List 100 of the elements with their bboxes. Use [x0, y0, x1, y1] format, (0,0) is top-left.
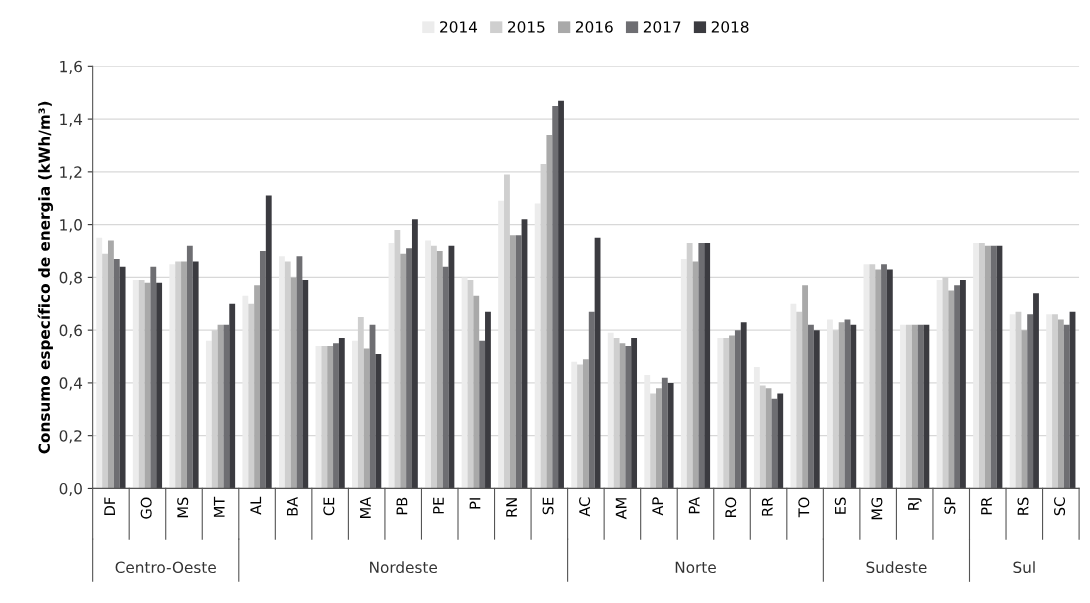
- bar: [771, 398, 778, 489]
- bar: [515, 235, 522, 489]
- bar: [375, 353, 382, 489]
- x-tick-label: RO: [725, 497, 737, 517]
- bar: [338, 338, 345, 489]
- bar: [175, 261, 182, 489]
- bar: [827, 319, 833, 489]
- bar: [302, 280, 309, 489]
- x-tick-label: RJ: [908, 498, 922, 510]
- bar: [1046, 314, 1053, 489]
- bar: [223, 324, 230, 489]
- x-tick-label: MA: [360, 496, 371, 518]
- bar: [680, 258, 687, 489]
- bar: [729, 335, 735, 489]
- bar: [473, 295, 480, 489]
- bar: [242, 295, 249, 489]
- bar: [150, 266, 157, 489]
- bar: [886, 269, 893, 489]
- bar: [411, 219, 418, 489]
- bar: [644, 374, 651, 489]
- bar: [327, 345, 334, 489]
- bar: [558, 100, 564, 489]
- x-tick-label: SP: [944, 497, 956, 514]
- bar: [923, 324, 930, 489]
- bar: [436, 251, 443, 489]
- text: Sul: [1013, 561, 1035, 574]
- bar: [229, 303, 236, 489]
- bar: [479, 340, 486, 489]
- bar: [284, 261, 291, 489]
- bar: [978, 243, 985, 489]
- bar: [546, 134, 553, 489]
- bar: [254, 285, 260, 489]
- x-tick-label: PB: [396, 497, 408, 515]
- y-tick-label: 1,0: [60, 219, 82, 233]
- bar: [813, 330, 820, 489]
- bar: [740, 322, 747, 489]
- x-tick-label: MG: [871, 497, 883, 520]
- bar: [363, 348, 370, 489]
- y-tick-label: 0,0: [59, 482, 82, 497]
- bar: [577, 364, 583, 489]
- bar: [753, 367, 760, 489]
- bar: [119, 266, 126, 489]
- bar: [650, 393, 657, 489]
- bar: [1027, 314, 1034, 489]
- bar: [802, 285, 809, 489]
- y-tick-label: 1,2: [60, 166, 82, 180]
- bar: [425, 240, 431, 489]
- bar: [394, 229, 401, 489]
- bar: [984, 245, 991, 489]
- bar: [973, 243, 979, 489]
- bar: [113, 258, 120, 489]
- y-tick-label: 0,6: [59, 324, 82, 338]
- x-tick-label: TO: [798, 497, 810, 518]
- bar: [1033, 293, 1039, 489]
- bar: [796, 311, 803, 489]
- x-tick-label: PA: [688, 496, 700, 514]
- x-tick-label: ES: [834, 497, 846, 514]
- y-tick-label: 0,2: [59, 430, 82, 444]
- bar: [169, 264, 176, 489]
- bar: [278, 256, 285, 489]
- bar: [509, 235, 516, 489]
- bar: [900, 324, 906, 489]
- bar: [259, 251, 266, 489]
- bar: [607, 332, 614, 489]
- bar: [352, 340, 358, 489]
- bar: [850, 324, 857, 489]
- x-tick-label: PR: [981, 497, 992, 515]
- bar: [333, 343, 339, 489]
- bar: [911, 324, 918, 489]
- y-axis-title: Consumo específico de energia (kWh/m³): [37, 101, 54, 454]
- bar: [1009, 314, 1016, 489]
- bar: [406, 248, 412, 489]
- bar: [552, 105, 559, 489]
- bar: [625, 345, 632, 489]
- bar: [734, 330, 741, 489]
- legend-label: 2017: [643, 21, 681, 33]
- bar: [686, 243, 693, 489]
- bar: [759, 385, 766, 489]
- bar: [631, 338, 638, 489]
- bar: [656, 388, 662, 489]
- bar: [1063, 324, 1070, 489]
- x-tick-label: RR: [761, 497, 773, 516]
- bar: [181, 261, 187, 489]
- bar: [582, 359, 589, 489]
- x-tick-label: SE: [542, 497, 554, 515]
- bar: [667, 382, 674, 489]
- bar: [990, 245, 997, 489]
- bar: [205, 340, 212, 489]
- bar: [1021, 330, 1028, 489]
- bar: [954, 285, 960, 489]
- x-tick-label: PI: [469, 498, 481, 509]
- bar: [808, 324, 814, 489]
- x-tick-label: GO: [140, 497, 152, 519]
- bar: [1057, 319, 1064, 489]
- y-tick-label: 1,6: [60, 60, 82, 74]
- x-tick-label: RN: [506, 498, 517, 517]
- bar: [400, 253, 407, 489]
- x-tick-label: RS: [1017, 497, 1029, 515]
- bar: [461, 277, 468, 489]
- x-tick-label: AM: [615, 498, 627, 520]
